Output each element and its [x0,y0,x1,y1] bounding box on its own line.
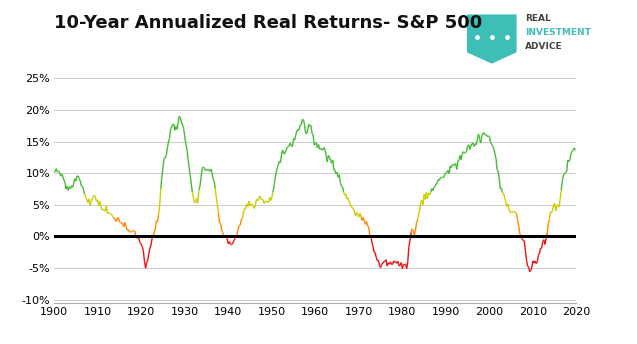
Text: INVESTMENT: INVESTMENT [525,28,590,37]
Text: REAL: REAL [525,14,550,23]
Polygon shape [467,14,517,64]
Text: 10-Year Annualized Real Returns- S&P 500: 10-Year Annualized Real Returns- S&P 500 [54,14,482,32]
Text: ADVICE: ADVICE [525,42,562,51]
